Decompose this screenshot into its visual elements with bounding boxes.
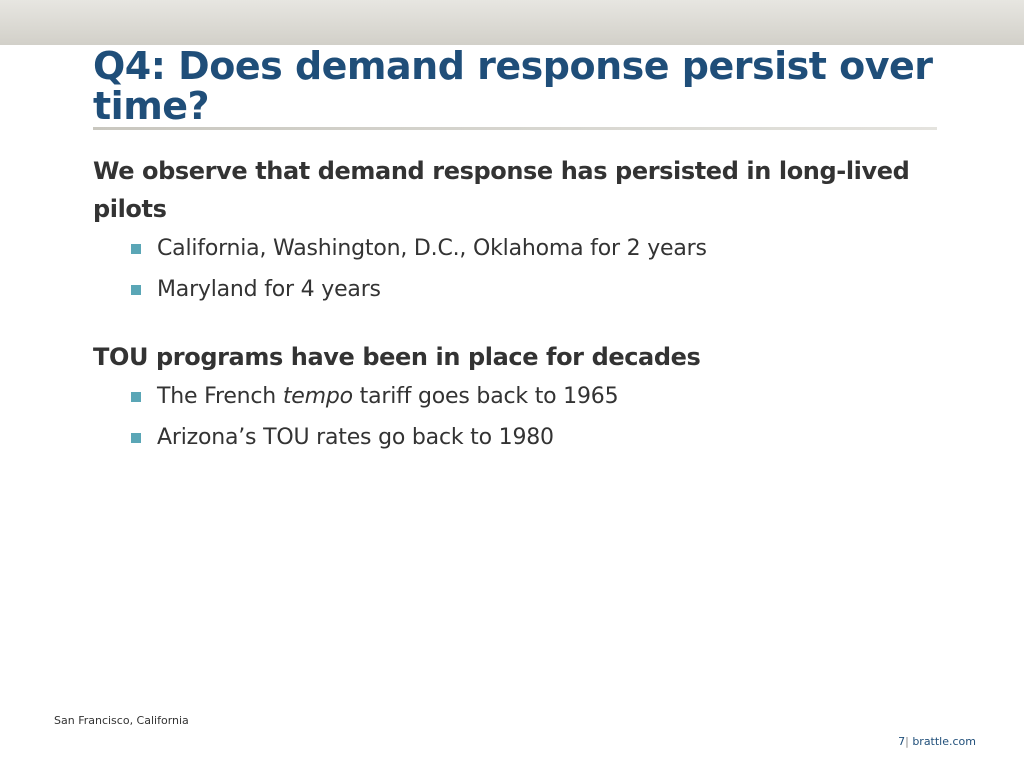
bullet-text: The French xyxy=(157,384,283,409)
section-heading: TOU programs have been in place for deca… xyxy=(93,343,701,371)
site-link[interactable]: brattle.com xyxy=(912,735,976,748)
slide-title: Q4: Does demand response persist over ti… xyxy=(93,44,933,128)
bullet-item: Arizona’s TOU rates go back to 1980 xyxy=(131,417,953,458)
footer-location: San Francisco, California xyxy=(54,714,189,727)
bullet-item: The French tempo tariff goes back to 196… xyxy=(131,376,953,417)
bullet-list: The French tempo tariff goes back to 196… xyxy=(93,376,953,458)
bullet-text: tariff goes back to 1965 xyxy=(352,384,619,409)
footer-separator: | xyxy=(905,735,909,748)
bullet-list: California, Washington, D.C., Oklahoma f… xyxy=(93,228,953,310)
section-spacer xyxy=(93,310,953,338)
page-number: 7 xyxy=(898,735,906,748)
bullet-item: Maryland for 4 years xyxy=(131,269,953,310)
section-heading: We observe that demand response has pers… xyxy=(93,157,910,223)
section-persistence: We observe that demand response has pers… xyxy=(93,152,953,310)
header-band xyxy=(0,0,1024,45)
section-tou: TOU programs have been in place for deca… xyxy=(93,338,953,458)
title-divider xyxy=(93,127,937,130)
footer-page-info: 7| brattle.com xyxy=(898,735,976,748)
slide-content: We observe that demand response has pers… xyxy=(93,152,953,458)
emphasized-term: tempo xyxy=(282,384,353,409)
bullet-item: California, Washington, D.C., Oklahoma f… xyxy=(131,228,953,269)
